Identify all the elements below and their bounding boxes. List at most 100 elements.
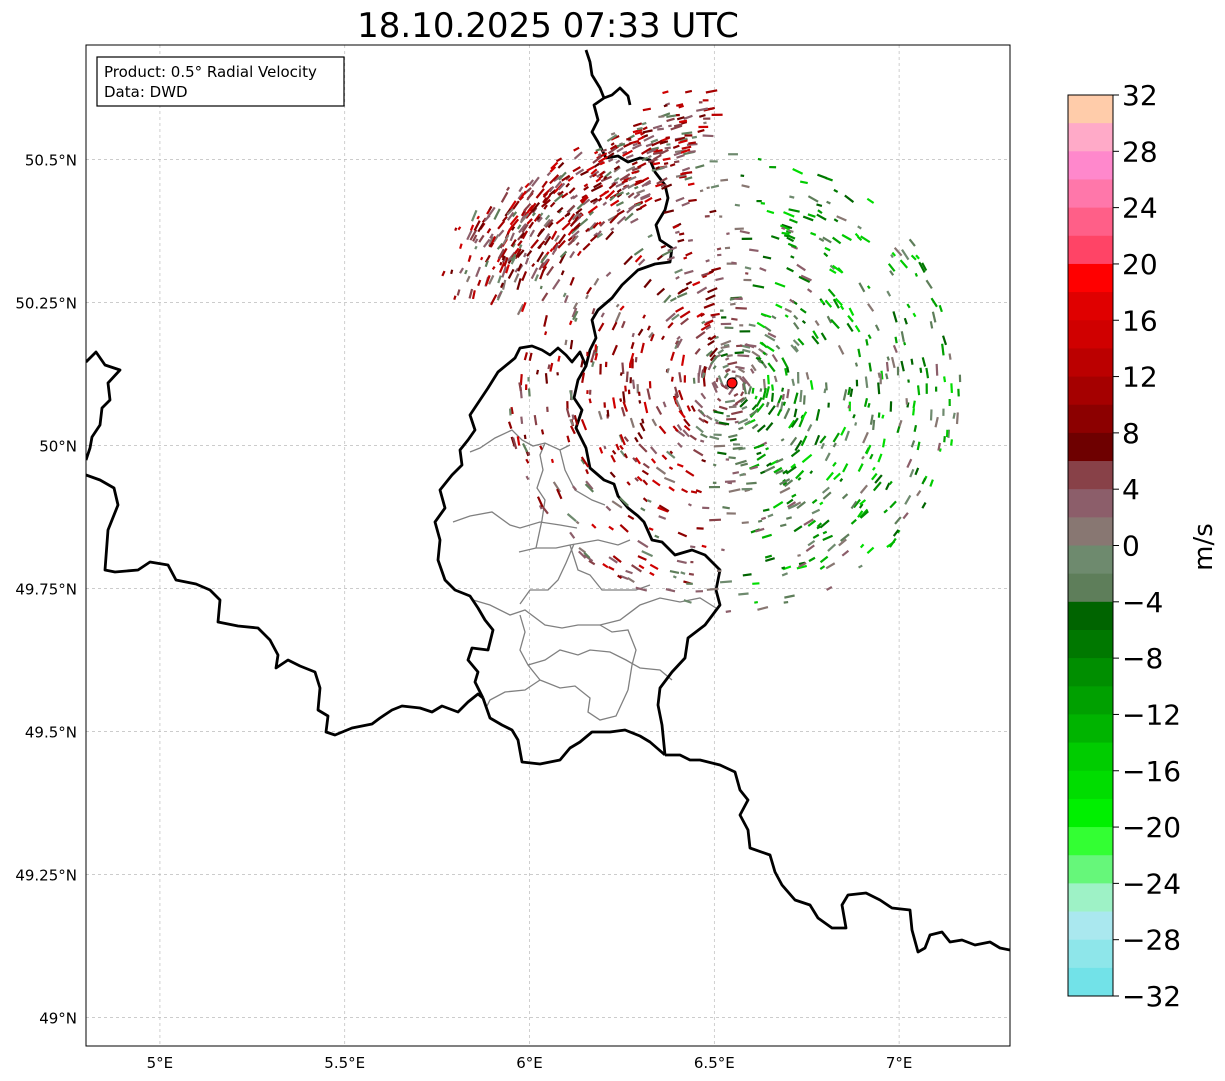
radar-return-pixel — [671, 313, 680, 321]
radar-return-pixel — [945, 429, 949, 438]
radar-return-pixel — [958, 374, 962, 383]
radar-return-pixel — [610, 142, 615, 146]
radar-return-pixel — [520, 302, 527, 313]
radar-return-pixel — [816, 213, 827, 221]
radar-return-pixel — [848, 307, 855, 316]
radar-return-pixel — [472, 234, 478, 242]
radar-return-pixel — [815, 409, 821, 421]
radar-return-pixel — [615, 134, 620, 139]
radar-return-pixel — [756, 321, 766, 329]
radar-return-pixel — [521, 271, 528, 282]
radar-return-pixel — [797, 476, 802, 481]
radar-return-pixel — [506, 186, 511, 192]
radar-return-pixel — [729, 438, 737, 442]
radar-return-pixel — [819, 519, 830, 529]
radar-return-pixel — [765, 421, 774, 431]
radar-return-pixel — [890, 356, 896, 369]
radar-return-pixel — [674, 230, 680, 235]
radar-return-pixel — [610, 132, 616, 136]
radar-return-pixel — [693, 448, 704, 457]
radar-return-pixel — [619, 444, 624, 450]
radar-return-pixel — [572, 166, 581, 173]
radar-return-pixel — [752, 582, 760, 585]
radar-return-pixel — [526, 249, 533, 257]
radar-return-pixel — [609, 144, 618, 151]
radar-return-pixel — [569, 218, 578, 228]
radar-return-pixel — [651, 418, 658, 427]
radar-return-pixel — [647, 154, 652, 159]
radar-return-pixel — [812, 330, 819, 340]
radar-return-pixel — [711, 381, 718, 394]
radar-return-pixel — [620, 406, 626, 417]
radar-return-pixel — [667, 322, 674, 329]
radar-return-pixel — [797, 337, 805, 346]
longitude-ticks: 5°E 5.5°E 6°E 6.5°E 7°E — [147, 1054, 913, 1072]
radar-return-pixel — [764, 333, 776, 342]
radar-return-pixel — [839, 478, 844, 483]
radar-return-pixel — [684, 176, 693, 181]
colorbar-cell — [1068, 517, 1113, 546]
radar-return-pixel — [564, 339, 568, 346]
radar-return-pixel — [719, 215, 723, 218]
radar-return-pixel — [576, 201, 585, 210]
colorbar-tick-label: −12 — [1122, 698, 1181, 731]
radar-return-pixel — [634, 477, 639, 482]
radar-return-pixel — [672, 144, 680, 149]
radar-return-pixel — [741, 487, 753, 491]
colorbar-cell — [1068, 123, 1113, 152]
radar-return-pixel — [801, 453, 813, 464]
radar-return-pixel — [750, 364, 757, 372]
radar-return-pixel — [739, 330, 751, 333]
radar-return-pixel — [530, 267, 539, 280]
radar-return-pixel — [557, 190, 564, 196]
radar-return-pixel — [762, 378, 767, 391]
colorbar-cells — [1068, 95, 1113, 997]
radar-return-pixel — [544, 214, 551, 221]
colorbar: 32 28 24 20 16 12 8 4 0 −4 −8 −12 −16 −20 −24 −28 −32 m/… — [1067, 79, 1219, 1013]
radar-return-pixel — [716, 247, 722, 251]
radar-return-pixel — [471, 290, 476, 300]
radar-return-pixel — [737, 354, 750, 358]
radar-return-pixel — [713, 433, 722, 437]
radar-return-pixel — [702, 419, 709, 424]
radar-return-pixel — [527, 451, 531, 456]
radar-return-pixel — [705, 259, 710, 263]
radar-return-pixel — [573, 414, 579, 426]
radar-return-pixel — [676, 463, 684, 468]
radar-return-pixel — [811, 498, 818, 504]
radar-return-pixel — [618, 497, 629, 507]
radar-return-pixel — [663, 294, 672, 304]
radar-return-pixel — [792, 339, 800, 347]
radar-return-pixel — [766, 401, 770, 406]
radar-return-pixel — [566, 401, 569, 410]
radar-return-pixel — [872, 466, 876, 471]
radar-return-pixel — [712, 463, 717, 467]
colorbar-cell — [1068, 545, 1113, 575]
radar-return-pixel — [641, 418, 645, 424]
radar-return-pixel — [820, 442, 825, 450]
radar-return-pixel — [717, 451, 727, 456]
radar-return-pixel — [554, 234, 560, 242]
radar-return-pixel — [665, 588, 676, 593]
radar-return-pixel — [519, 213, 530, 224]
colorbar-cell — [1068, 714, 1113, 744]
radar-return-pixel — [567, 228, 575, 236]
radar-return-pixel — [499, 261, 503, 266]
radar-return-pixel — [904, 494, 912, 505]
radar-return-pixel — [784, 307, 792, 314]
radar-return-pixel — [682, 429, 690, 438]
radar-return-pixel — [590, 185, 602, 193]
radar-return-pixel — [516, 278, 522, 291]
radar-return-pixel — [658, 504, 670, 513]
radar-return-pixel — [612, 397, 617, 409]
radar-return-pixel — [857, 235, 863, 241]
radar-return-pixel — [739, 376, 747, 385]
radar-return-pixel — [668, 124, 672, 128]
radar-return-pixel — [486, 209, 491, 215]
radar-return-pixel — [622, 150, 628, 155]
radar-return-pixel — [720, 178, 729, 182]
radar-return-pixel — [695, 425, 704, 434]
radar-return-pixel — [674, 393, 679, 399]
radar-return-pixel — [771, 315, 777, 320]
radar-return-pixel — [681, 145, 692, 150]
